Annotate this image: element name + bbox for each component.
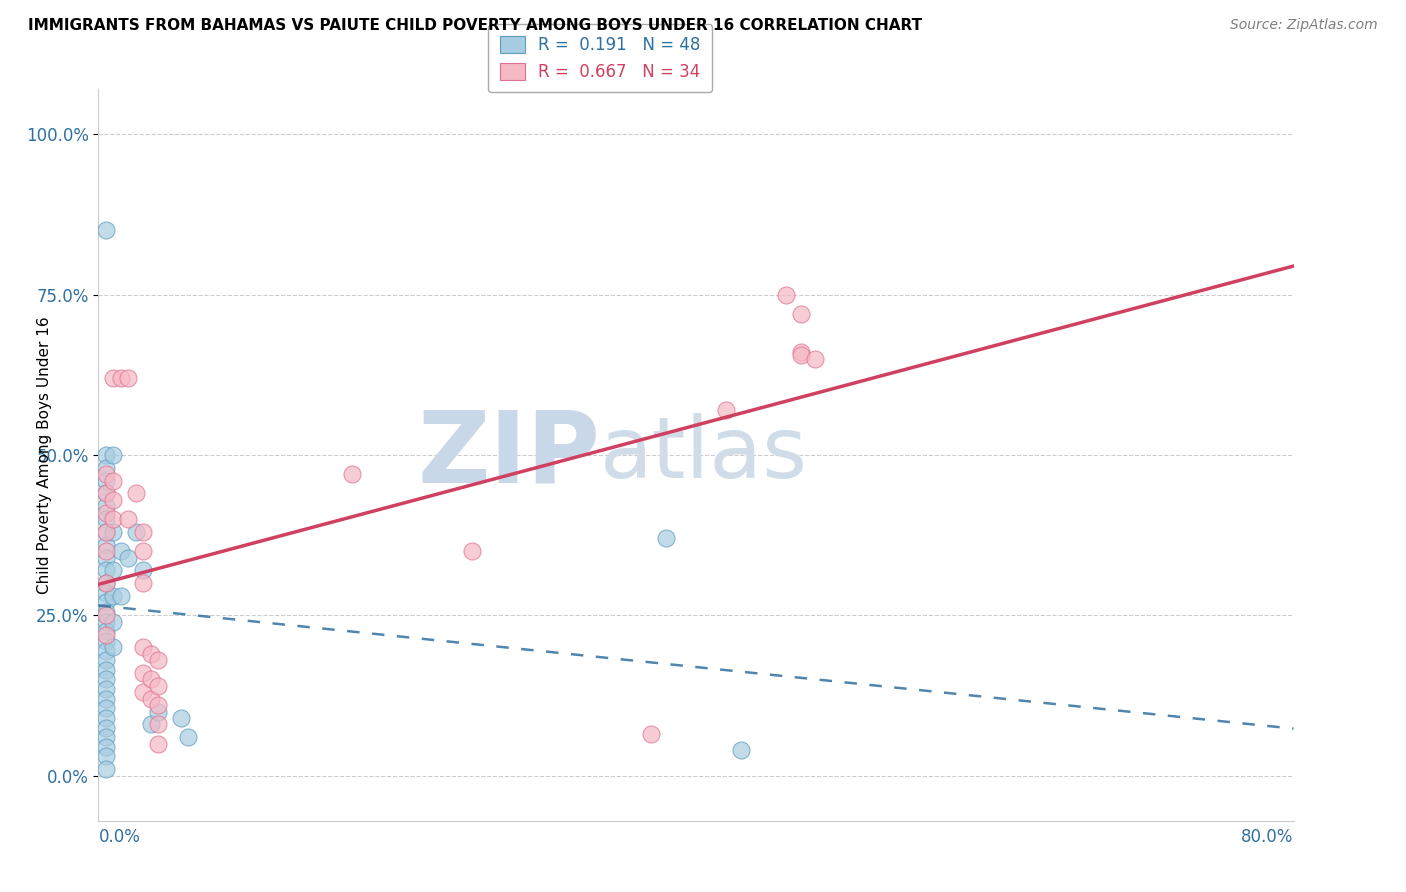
Point — [94, 673, 117, 687]
Point — [125, 486, 148, 500]
Point — [94, 563, 117, 577]
Point — [148, 717, 170, 731]
Point — [148, 705, 170, 719]
Point — [132, 685, 155, 699]
Point — [94, 474, 117, 488]
Point — [139, 691, 162, 706]
Point — [94, 608, 117, 623]
Point — [148, 698, 170, 713]
Point — [804, 351, 827, 366]
Point — [94, 701, 117, 715]
Point — [655, 532, 678, 546]
Point — [103, 512, 125, 526]
Point — [94, 460, 117, 475]
Point — [94, 506, 117, 520]
Point — [132, 576, 155, 591]
Point — [94, 486, 117, 500]
Point — [94, 682, 117, 697]
Point — [94, 524, 117, 539]
Point — [117, 371, 139, 385]
Point — [94, 762, 117, 776]
Point — [132, 666, 155, 681]
Point — [103, 615, 125, 629]
Point — [94, 538, 117, 552]
Point — [117, 550, 139, 565]
Point — [94, 486, 117, 500]
Point — [94, 524, 117, 539]
Legend: R =  0.191   N = 48, R =  0.667   N = 34: R = 0.191 N = 48, R = 0.667 N = 34 — [488, 24, 713, 93]
Point — [94, 586, 117, 600]
Point — [110, 589, 132, 603]
Point — [94, 624, 117, 639]
Point — [103, 448, 125, 462]
Text: 80.0%: 80.0% — [1241, 828, 1294, 846]
Point — [714, 403, 737, 417]
Point — [132, 524, 155, 539]
Point — [148, 653, 170, 667]
Point — [132, 640, 155, 655]
Point — [94, 653, 117, 667]
Point — [139, 647, 162, 661]
Point — [169, 711, 191, 725]
Point — [117, 512, 139, 526]
Point — [94, 691, 117, 706]
Text: Source: ZipAtlas.com: Source: ZipAtlas.com — [1230, 18, 1378, 32]
Point — [94, 448, 117, 462]
Text: IMMIGRANTS FROM BAHAMAS VS PAIUTE CHILD POVERTY AMONG BOYS UNDER 16 CORRELATION : IMMIGRANTS FROM BAHAMAS VS PAIUTE CHILD … — [28, 18, 922, 33]
Point — [148, 679, 170, 693]
Point — [640, 727, 662, 741]
Point — [103, 589, 125, 603]
Point — [94, 576, 117, 591]
Point — [94, 730, 117, 744]
Text: 0.0%: 0.0% — [98, 828, 141, 846]
Point — [125, 524, 148, 539]
Point — [94, 544, 117, 558]
Text: Child Poverty Among Boys Under 16: Child Poverty Among Boys Under 16 — [37, 316, 52, 594]
Point — [94, 595, 117, 609]
Point — [103, 640, 125, 655]
Point — [94, 711, 117, 725]
Point — [94, 576, 117, 591]
Point — [94, 223, 117, 237]
Text: ZIP: ZIP — [418, 407, 600, 503]
Point — [789, 307, 811, 321]
Point — [110, 371, 132, 385]
Point — [789, 345, 811, 359]
Point — [730, 743, 752, 757]
Point — [139, 717, 162, 731]
Point — [94, 512, 117, 526]
Point — [148, 737, 170, 751]
Point — [94, 721, 117, 735]
Point — [94, 749, 117, 764]
Point — [103, 563, 125, 577]
Point — [94, 643, 117, 657]
Point — [94, 500, 117, 514]
Point — [342, 467, 364, 482]
Point — [103, 492, 125, 507]
Text: atlas: atlas — [600, 413, 808, 497]
Point — [789, 349, 811, 363]
Point — [775, 287, 797, 301]
Point — [94, 627, 117, 641]
Point — [94, 605, 117, 619]
Point — [103, 474, 125, 488]
Point — [94, 663, 117, 677]
Point — [110, 544, 132, 558]
Point — [461, 544, 484, 558]
Point — [177, 730, 200, 744]
Point — [103, 524, 125, 539]
Point — [103, 371, 125, 385]
Point — [94, 550, 117, 565]
Point — [132, 563, 155, 577]
Point — [139, 673, 162, 687]
Point — [94, 634, 117, 648]
Point — [94, 467, 117, 482]
Point — [132, 544, 155, 558]
Point — [94, 739, 117, 754]
Point — [94, 615, 117, 629]
